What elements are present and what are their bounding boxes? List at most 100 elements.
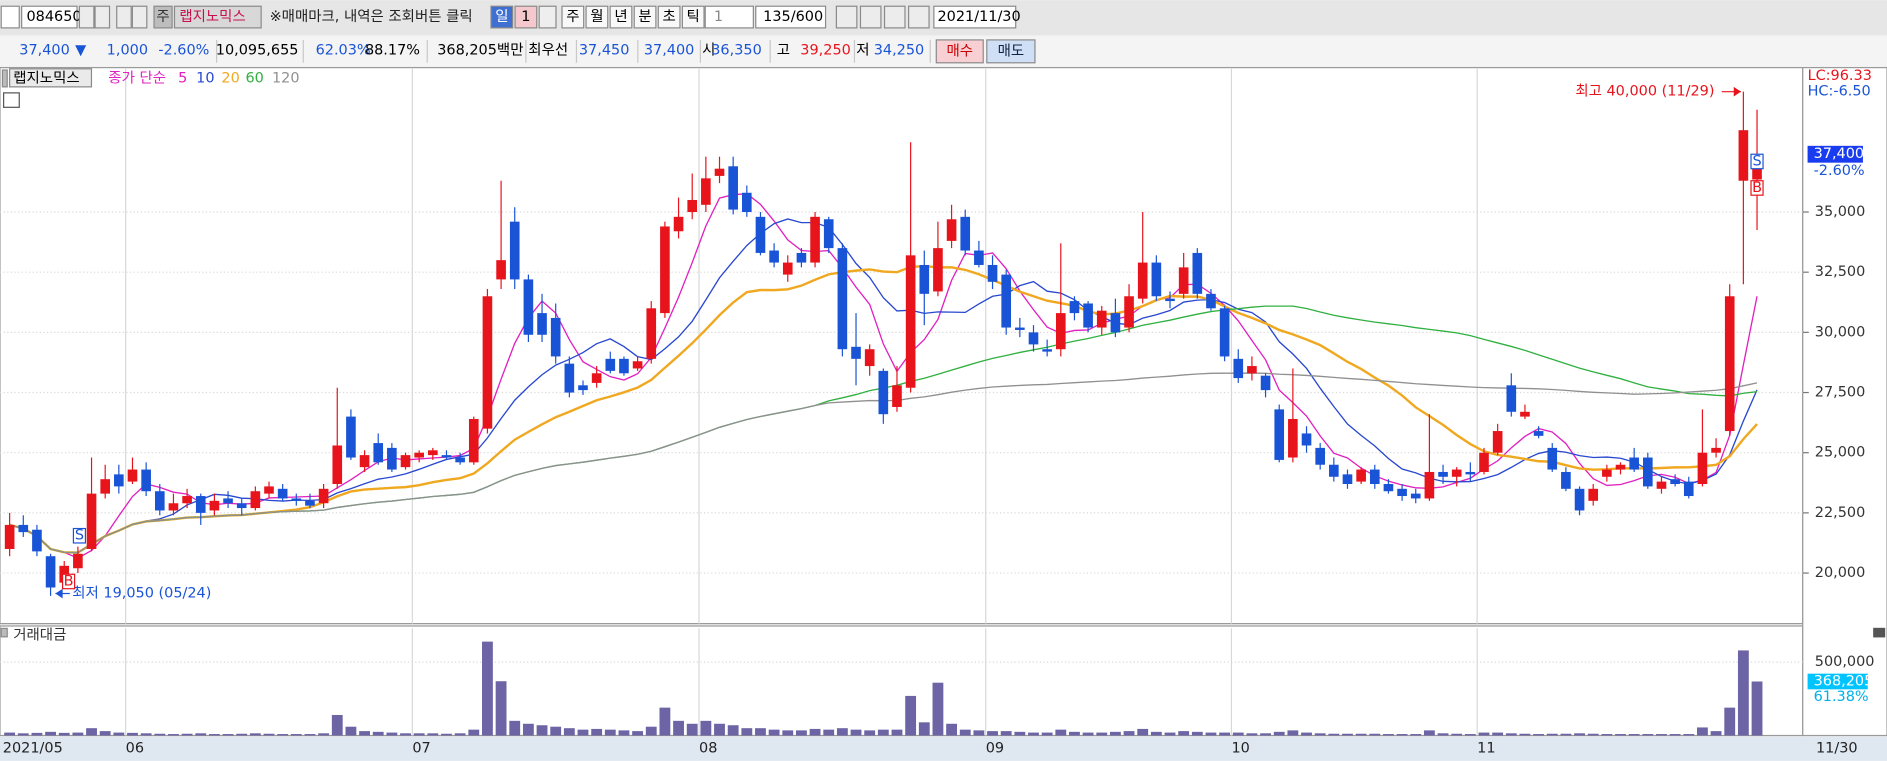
candle-body xyxy=(305,500,315,506)
candle-body xyxy=(1724,296,1735,432)
tick-box[interactable] xyxy=(704,5,754,29)
period-label[interactable]: 년 xyxy=(614,8,627,25)
candle-body xyxy=(1356,469,1366,482)
period-label[interactable]: 틱 xyxy=(687,8,700,25)
legend-entry[interactable]: 20 xyxy=(221,70,239,86)
legend-entry[interactable]: 10 xyxy=(196,70,214,86)
period-button[interactable] xyxy=(633,5,657,29)
dropdown[interactable] xyxy=(538,5,557,29)
candle-body xyxy=(1697,452,1708,484)
candle-body xyxy=(400,455,411,468)
volume-bar xyxy=(796,730,807,736)
candle-body xyxy=(1615,464,1626,470)
candle-body xyxy=(810,216,820,263)
volume-bar xyxy=(249,733,261,736)
legend-entry[interactable]: 5 xyxy=(178,70,187,86)
volume-tick-label: 500,000 xyxy=(1815,654,1875,670)
candle-body xyxy=(728,166,738,210)
period-label[interactable]: 1 xyxy=(521,9,530,25)
y-tick-label: 25,000 xyxy=(1815,445,1866,461)
volume-bar xyxy=(891,729,903,736)
legend-name-box[interactable] xyxy=(9,68,93,88)
candle-body xyxy=(482,296,493,429)
quote-high-label: 고 xyxy=(777,43,790,59)
candle-body xyxy=(1520,411,1530,417)
candle-body xyxy=(1369,469,1380,484)
period-button[interactable] xyxy=(657,5,681,29)
cursor-date: 11/30 xyxy=(1816,741,1858,757)
candle-body xyxy=(1329,464,1339,477)
candle-body xyxy=(1260,375,1271,391)
period-button[interactable] xyxy=(490,5,514,29)
volume-bar xyxy=(1328,733,1340,736)
volume-bar xyxy=(1055,729,1067,736)
volume-bar xyxy=(208,734,220,736)
period-label[interactable]: 분 xyxy=(638,9,651,25)
x-axis-bar xyxy=(0,736,1887,761)
sell-label[interactable]: 매도 xyxy=(998,42,1025,59)
candle-body xyxy=(32,529,42,552)
volume-bar xyxy=(168,734,179,736)
period-label[interactable]: 초 xyxy=(662,9,675,25)
trade-marker-icon: B xyxy=(1752,180,1762,196)
volume-bar xyxy=(1751,681,1763,736)
volume-bar xyxy=(987,731,998,736)
candle-body xyxy=(1137,262,1148,299)
y-tick-label: 27,500 xyxy=(1815,385,1866,401)
legend-entry[interactable]: 60 xyxy=(246,70,264,86)
notice: ※매매마크, 내역은 조회버튼 클릭 xyxy=(270,8,473,25)
tool-icon[interactable] xyxy=(883,5,906,29)
volume-bar xyxy=(400,733,411,736)
period-button[interactable] xyxy=(561,5,585,29)
date-box[interactable] xyxy=(933,5,1017,29)
tool-icon[interactable] xyxy=(835,5,858,29)
volume-bar xyxy=(482,641,493,736)
candle-body xyxy=(73,553,83,569)
buy-label[interactable]: 매수 xyxy=(946,42,973,59)
legend-ma-label: 종가 단순 xyxy=(108,69,166,86)
tool-icon[interactable] xyxy=(131,5,148,29)
period-button[interactable] xyxy=(681,5,705,29)
name-box[interactable] xyxy=(173,5,262,29)
period-label[interactable]: 주 xyxy=(566,9,579,25)
code-box[interactable] xyxy=(21,5,78,29)
tool-icon[interactable] xyxy=(907,5,930,29)
candle-body xyxy=(823,219,834,249)
candle-body xyxy=(1055,313,1066,350)
buy-button[interactable] xyxy=(935,39,984,64)
annotation-label: 최저 19,050 (05/24) xyxy=(72,585,211,602)
candle-body xyxy=(1001,274,1012,328)
tool-icon[interactable] xyxy=(116,5,132,29)
candle-body xyxy=(100,479,111,494)
menu-icon[interactable] xyxy=(0,5,20,29)
volume-bar xyxy=(700,720,712,736)
volume-bar xyxy=(1014,731,1026,736)
legend-name: 랩지노믹스 xyxy=(13,69,79,86)
candle-body xyxy=(182,496,192,504)
candle-body xyxy=(332,445,343,484)
count-box xyxy=(755,5,827,29)
period-button[interactable] xyxy=(609,5,633,29)
volume-bar xyxy=(1710,731,1722,736)
volume-bar xyxy=(372,731,384,736)
candle-body xyxy=(496,260,506,280)
tool-icon[interactable] xyxy=(94,5,111,29)
candle-body xyxy=(1342,474,1353,484)
tool-icon[interactable] xyxy=(859,5,882,29)
volume-bar xyxy=(1656,734,1667,736)
sell-button[interactable] xyxy=(986,39,1036,64)
candle-body xyxy=(1042,349,1052,352)
candle-body xyxy=(1206,293,1216,309)
legend-entry[interactable]: 120 xyxy=(272,70,300,86)
tool-icon[interactable] xyxy=(78,5,95,29)
volume-bar xyxy=(1287,730,1299,736)
volume-bar xyxy=(1697,727,1708,736)
volume-bar xyxy=(140,733,152,736)
period-button[interactable] xyxy=(585,5,609,29)
period-label[interactable]: 일 xyxy=(495,8,508,25)
candle-body xyxy=(1383,483,1394,492)
period-label[interactable]: 월 xyxy=(590,8,603,25)
grid-icon[interactable] xyxy=(3,92,20,108)
period-button[interactable] xyxy=(514,5,538,29)
volume-bar xyxy=(1137,728,1149,736)
